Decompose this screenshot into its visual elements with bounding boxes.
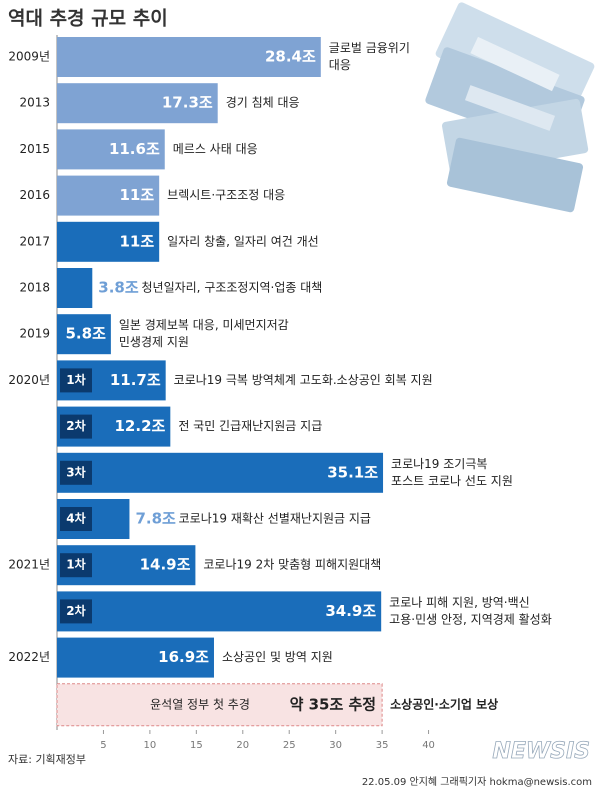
bar <box>57 452 384 493</box>
bar <box>57 129 165 170</box>
y-tick-label: 2015 <box>19 142 50 156</box>
x-tick-label: 30 <box>329 740 342 751</box>
y-tick-label: 2019 <box>19 327 50 341</box>
round-badge <box>60 414 92 439</box>
description: 소상공인 및 방역 지원 <box>222 650 333 664</box>
description: 메르스 사태 대응 <box>173 142 258 156</box>
value-label: 28.4조 <box>265 48 316 66</box>
round-label: 2차 <box>66 418 85 433</box>
description: 대응 <box>329 58 351 72</box>
bar <box>57 268 93 308</box>
value-label: 16.9조 <box>158 648 209 666</box>
x-tick-label: 10 <box>144 740 157 751</box>
value-label: 3.8조 <box>98 279 139 297</box>
round-badge <box>60 368 92 393</box>
value-label: 5.8조 <box>66 325 107 343</box>
y-tick-label: 2021년 <box>8 558 50 572</box>
y-tick-label: 2018 <box>19 281 50 295</box>
round-badge <box>60 553 92 578</box>
source: 자료: 기획재정부 <box>8 753 86 766</box>
description: 전 국민 긴급재난지원금 지급 <box>178 419 322 433</box>
description: 민생경제 지원 <box>119 335 189 349</box>
round-label: 4차 <box>66 511 85 526</box>
y-tick-label: 2017 <box>19 234 50 248</box>
description: 글로벌 금융위기 <box>329 41 410 55</box>
x-tick-label: 35 <box>376 740 389 751</box>
y-tick-label: 2016 <box>19 188 50 202</box>
value-label: 35.1조 <box>327 463 378 481</box>
round-label: 1차 <box>66 557 85 572</box>
description: 코로나19 재확산 선별재난지원금 지급 <box>179 512 371 526</box>
value-label: 14.9조 <box>140 556 191 574</box>
y-tick-label: 2009년 <box>8 50 50 64</box>
description: 코로나19 극복 방역체계 고도화.소상공인 회복 지원 <box>174 373 433 387</box>
y-tick-label: 2022년 <box>8 650 50 664</box>
description: 브렉시트·구조조정 대응 <box>167 188 285 202</box>
round-badge <box>60 599 92 624</box>
round-label: 3차 <box>66 464 85 479</box>
description: 포스트 코로나 선도 지원 <box>391 474 513 488</box>
bar <box>57 175 160 216</box>
logo: NEWSIS <box>492 739 590 764</box>
value-label: 11조 <box>119 232 154 250</box>
value-label: 7.8조 <box>135 510 176 528</box>
bar <box>57 637 214 678</box>
round-badge <box>60 460 92 485</box>
description: 경기 침체 대응 <box>226 96 300 110</box>
y-tick-label: 2013 <box>19 96 50 110</box>
value-label: 11조 <box>119 186 154 204</box>
round-label: 1차 <box>66 372 85 387</box>
bar <box>57 83 218 124</box>
bar <box>57 221 160 262</box>
bar <box>57 37 321 77</box>
x-tick-label: 25 <box>283 740 296 751</box>
estimate-box <box>56 683 383 727</box>
description: 코로나 피해 지원, 방역·백신 <box>389 595 530 609</box>
bar <box>57 314 111 355</box>
x-tick-label: 15 <box>190 740 203 751</box>
value-label: 34.9조 <box>325 602 376 620</box>
description: 코로나19 조기극복 <box>391 457 487 471</box>
value-label: 11.7조 <box>110 371 161 389</box>
x-tick-label: 5 <box>100 740 106 751</box>
value-label: 17.3조 <box>162 94 213 112</box>
round-badge <box>60 507 92 531</box>
value-label: 12.2조 <box>115 417 166 435</box>
round-label: 2차 <box>66 603 85 618</box>
credit: 22.05.09 안지혜 그래픽기자 hokma@newsis.com <box>362 776 592 788</box>
description: 일본 경제보복 대응, 미세먼지저감 <box>119 318 289 332</box>
money-illustration <box>425 2 595 213</box>
description: 코로나19 2차 맞춤형 피해지원대책 <box>203 557 381 572</box>
estimate-value-label: 약 35조 추정 <box>290 695 377 713</box>
estimate-label: 윤석열 정부 첫 추경 <box>150 697 250 711</box>
chart-title: 역대 추경 규모 추이 <box>8 8 168 30</box>
y-tick-label: 2020년 <box>8 373 50 387</box>
bar <box>57 591 382 632</box>
x-tick-label: 40 <box>422 740 435 751</box>
estimate-description: 소상공인·소기업 보상 <box>390 696 498 711</box>
description: 청년일자리, 구조조정지역·업종 대책 <box>141 280 322 295</box>
x-tick-label: 20 <box>236 740 249 751</box>
value-label: 11.6조 <box>109 140 160 158</box>
description: 고용·민생 안정, 지역경제 활성화 <box>389 612 552 626</box>
description: 일자리 창출, 일자리 여건 개선 <box>167 234 319 248</box>
